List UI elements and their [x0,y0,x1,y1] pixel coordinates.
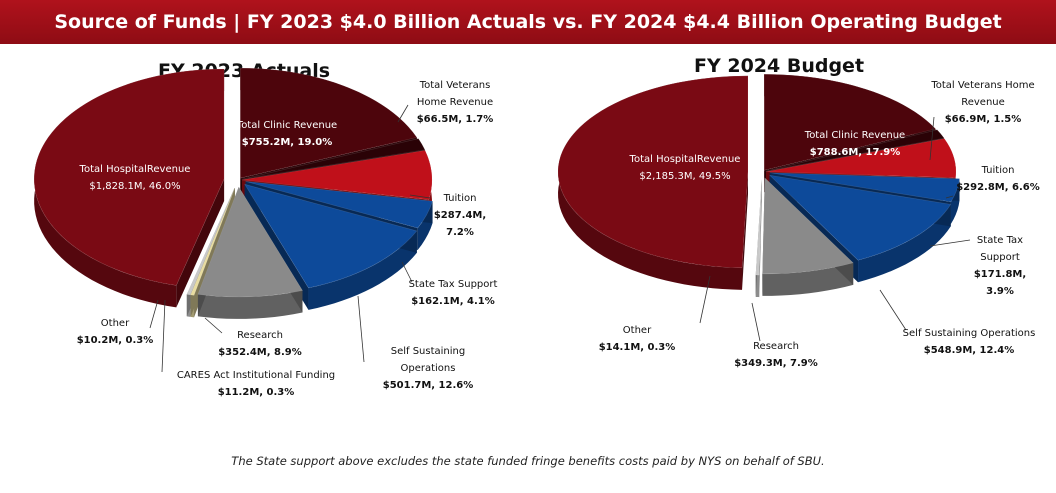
leader-line-7 [929,116,935,161]
slice-fy24-total-clinic-revenue [763,73,937,171]
leader-line-1 [409,194,431,199]
label-fy24-clinic: Total Clinic Revenue $788.6M, 17.9% [796,127,914,161]
label-fy24-veterans-value: $66.9M, 1.5% [944,114,1022,125]
label-fy23-statetax-name: State Tax Support [408,279,498,290]
label-fy23-statetax: State Tax Support $162.1M, 4.1% [408,276,498,310]
slice-wall-fy24-5 [858,204,951,283]
footnote: The State support above excludes the sta… [231,454,825,468]
slice-fy24-research [762,177,854,275]
label-fy24-other-value: $14.1M, 0.3% [598,342,676,353]
leader-line-5 [161,299,166,373]
label-fy24-hospital-value: $2,185.3M, 49.5% [639,171,731,182]
label-fy23-selfsustaining-value: $501.7M, 12.6% [382,380,474,391]
label-fy23-statetax-value: $162.1M, 4.1% [411,296,495,307]
chart-title-fy2024: FY 2024 Budget [694,55,865,77]
label-fy23-other: Other $10.2M, 0.3% [70,315,160,349]
label-fy24-selfsustaining: Self Sustaining Operations $548.9M, 12.4… [888,325,1050,359]
leader-line-12 [699,275,711,324]
leader-line-4 [204,317,223,334]
leader-line-6 [149,299,159,329]
label-fy24-tuition: Tuition $292.8M, 6.6% [946,162,1050,196]
label-fy24-hospital: Total HospitalRevenue $2,185.3M, 49.5% [600,151,770,185]
label-fy24-veterans: Total Veterans Home Revenue $66.9M, 1.5% [922,77,1044,128]
slice-fy24-total-hospital-revenue [557,75,749,269]
slice-wall-fy23-6 [197,290,303,319]
label-fy23-selfsustaining-name: Self Sustaining Operations [390,346,466,374]
slice-fy23-total-hospital-revenue [33,68,225,286]
slice-wall-fy23-5 [308,230,417,310]
leader-line-9 [929,239,971,247]
label-fy24-selfsustaining-name: Self Sustaining Operations [902,328,1036,339]
label-fy23-veterans-name: Total Veterans Home Revenue [416,80,494,108]
label-fy24-tuition-name: Tuition [981,165,1015,176]
slice-fy23-state-tax-support [245,181,433,229]
label-fy24-clinic-value: $788.6M, 17.9% [809,147,901,158]
slice-side-fy23-0-0 [176,178,225,308]
label-fy23-research-name: Research [237,330,283,341]
label-fy24-statetax: State Tax Support $171.8M, 3.9% [968,232,1032,300]
leader-line-8 [945,195,954,199]
leader-line-3 [357,295,365,363]
banner-title: Source of Funds | FY 2023 $4.0 Billion A… [0,0,1056,44]
label-fy23-hospital-name: Total HospitalRevenue [79,164,191,175]
label-fy24-other: Other $14.1M, 0.3% [592,322,682,356]
slice-fy23-total-clinic-revenue [239,67,418,179]
slice-fy23-research [197,186,303,298]
slice-fy23-total-veterans-home-revenue [241,138,426,180]
label-fy23-cares-name: CARES Act Institutional Funding [176,370,336,381]
slice-fy23-tuition [241,150,433,200]
label-fy23-research: Research $352.4M, 8.9% [210,327,310,361]
label-fy24-other-name: Other [622,325,652,336]
label-fy23-cares: CARES Act Institutional Funding $11.2M, … [168,367,344,401]
label-fy24-tuition-value: $292.8M, 6.6% [956,182,1040,193]
label-fy23-clinic-value: $755.2M, 19.0% [241,137,333,148]
label-fy24-hospital-name: Total HospitalRevenue [629,154,741,165]
pie-fy24 [557,73,960,298]
label-fy23-other-name: Other [100,318,130,329]
label-fy23-veterans-value: $66.5M, 1.7% [416,114,494,125]
label-fy24-research-value: $349.3M, 7.9% [734,358,818,369]
label-fy23-selfsustaining: Self Sustaining Operations $501.7M, 12.6… [380,343,476,394]
label-fy23-clinic: Total Clinic Revenue $755.2M, 19.0% [228,117,346,151]
leader-line-10 [879,289,907,331]
slice-fy24-other [755,179,762,276]
slice-fy24-total-veterans-home-revenue [765,129,945,172]
label-fy23-other-value: $10.2M, 0.3% [76,335,154,346]
leader-line-0 [397,104,409,123]
label-fy24-statetax-value: $171.8M, 3.9% [973,269,1027,297]
slice-fy23-self-sustaining-operations [244,183,418,289]
label-fy23-tuition-name: Tuition [443,193,477,204]
label-fy24-research: Research $349.3M, 7.9% [716,338,836,372]
leader-line-11 [751,302,761,342]
label-fy23-clinic-name: Total Clinic Revenue [236,120,338,131]
label-fy23-tuition: Tuition $287.4M, 7.2% [428,190,492,241]
label-fy24-statetax-name: State Tax Support [976,235,1024,263]
slice-fy24-state-tax-support [769,172,960,203]
label-fy23-tuition-value: $287.4M, 7.2% [433,210,487,238]
pie-fy23 [33,67,433,319]
slice-fy23-cares-act-institutional-funding [190,187,236,296]
leader-line-2 [401,261,413,283]
label-fy24-research-name: Research [753,341,799,352]
label-fy23-hospital: Total HospitalRevenue $1,828.1M, 46.0% [50,161,220,195]
label-fy23-research-value: $352.4M, 8.9% [218,347,302,358]
label-fy24-clinic-name: Total Clinic Revenue [804,130,906,141]
slice-fy24-self-sustaining-operations [768,174,952,261]
slice-wall-fy24-6 [762,262,854,296]
label-fy23-cares-value: $11.2M, 0.3% [217,387,295,398]
label-fy23-veterans: Total Veterans Home Revenue $66.5M, 1.7% [405,77,505,128]
slice-side-fy24-0-0 [742,171,749,290]
label-fy24-veterans-name: Total Veterans Home Revenue [931,80,1035,108]
label-fy24-selfsustaining-value: $548.9M, 12.4% [923,345,1015,356]
slice-fy24-tuition [765,138,957,179]
slice-fy23-other [186,187,235,296]
label-fy23-hospital-value: $1,828.1M, 46.0% [89,181,181,192]
